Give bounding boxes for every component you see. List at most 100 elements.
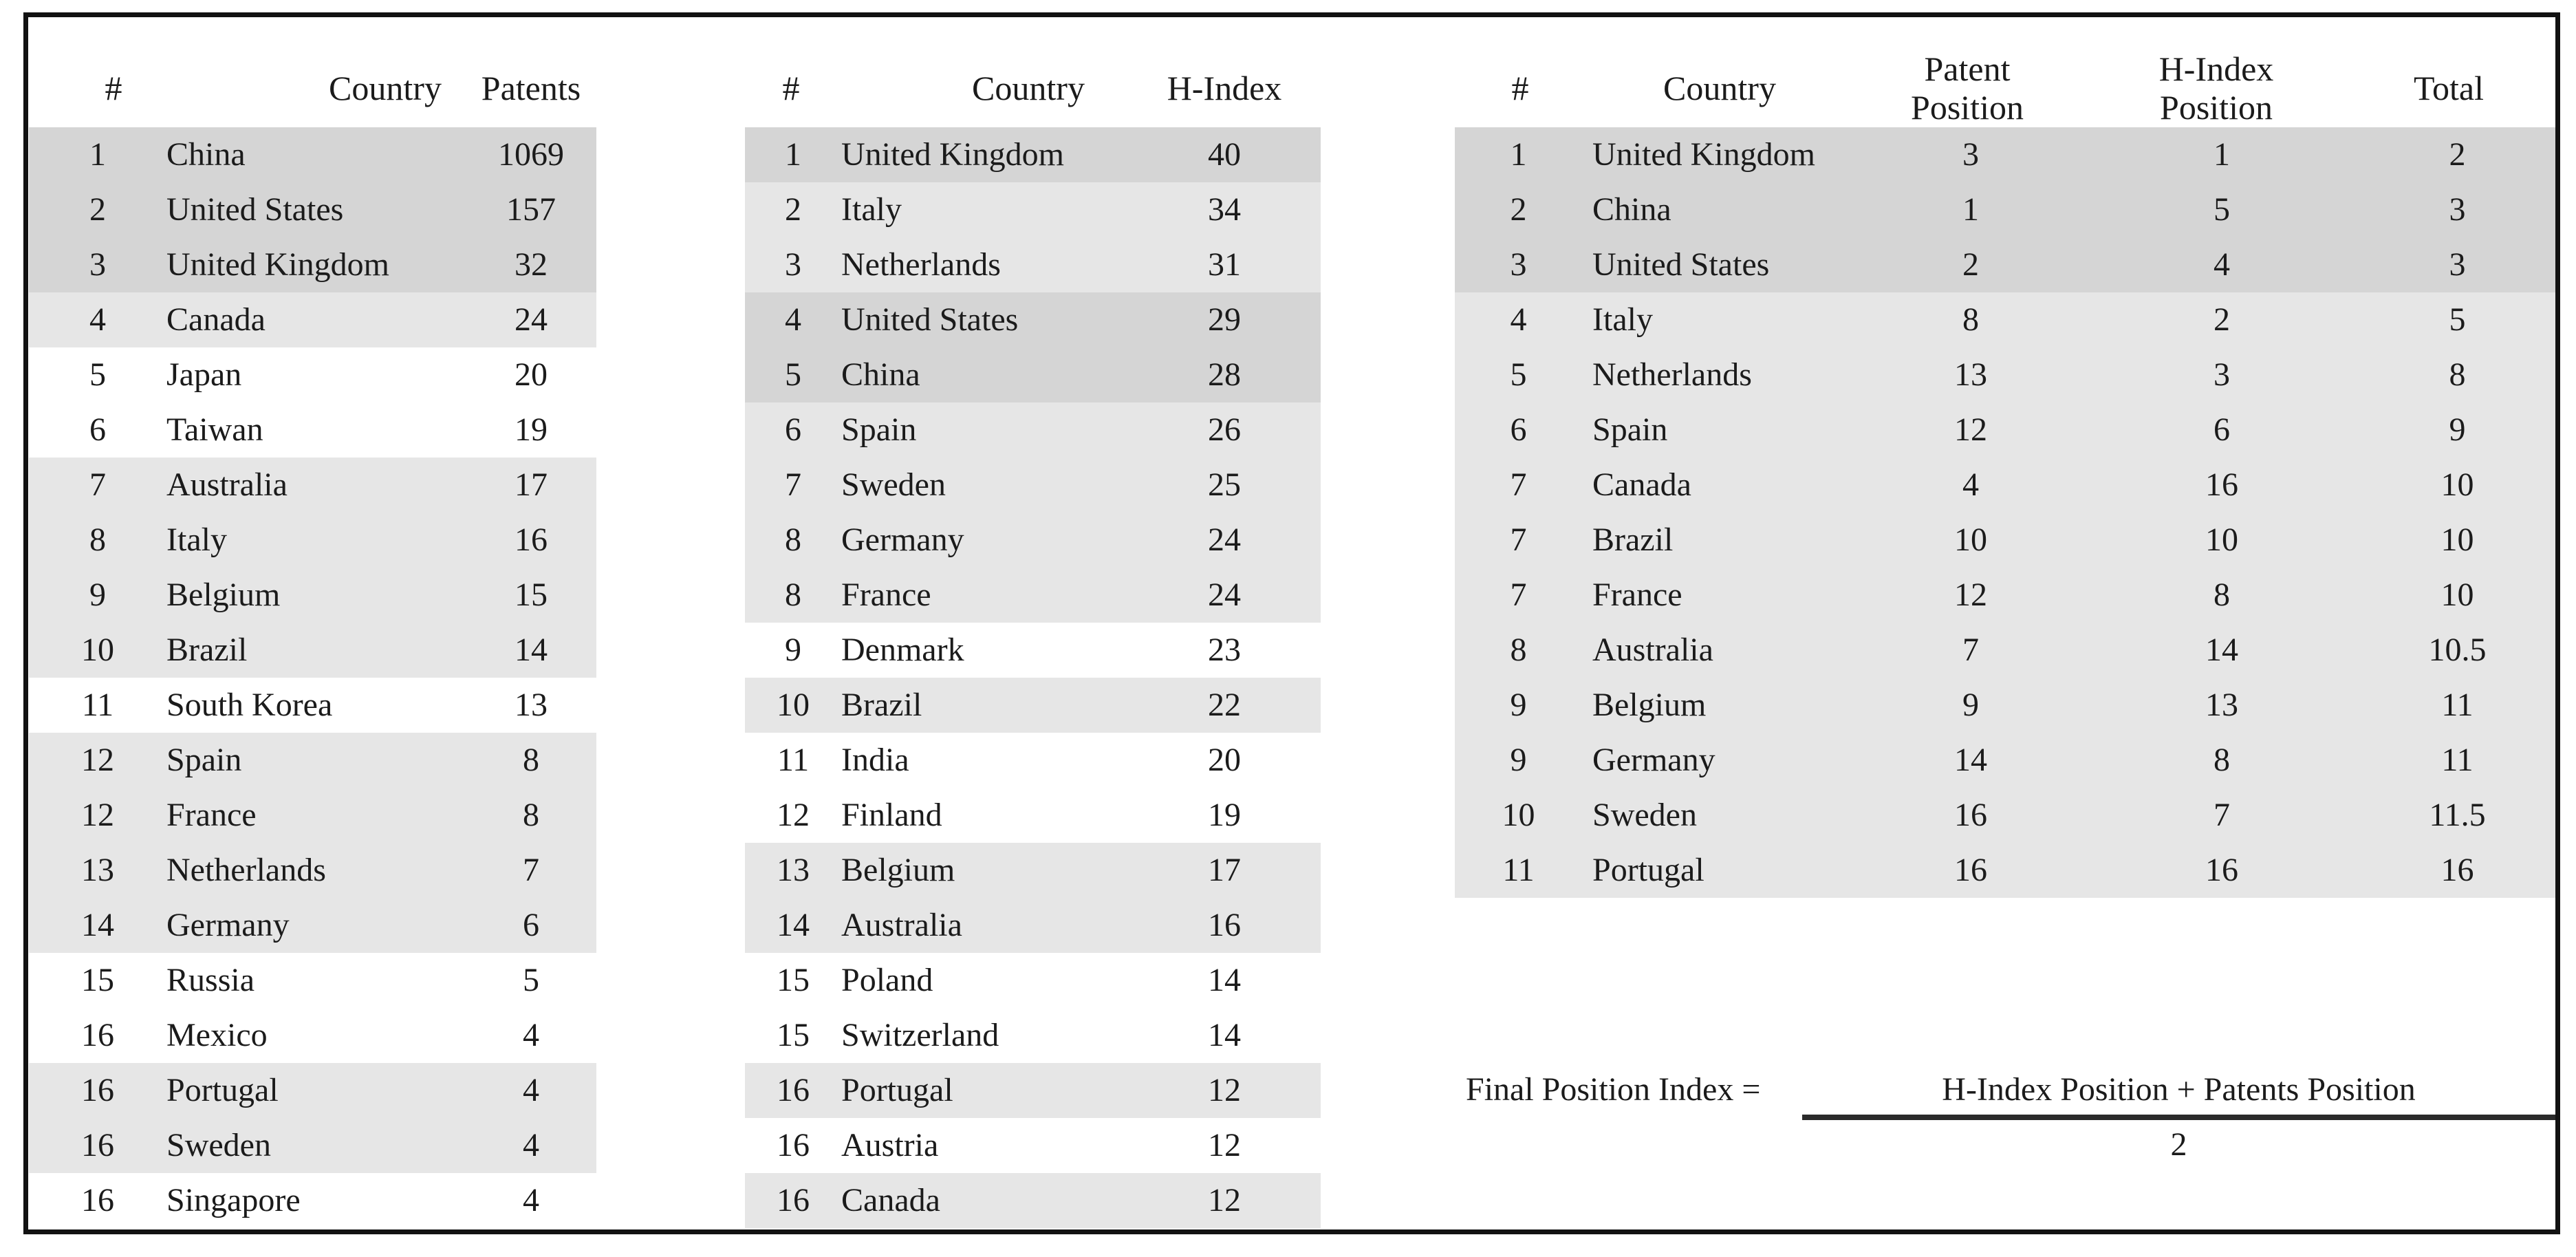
table-row: 8 Italy 16	[29, 513, 596, 568]
rank-cell: 7	[1510, 466, 1527, 503]
rank-cell: 9	[1510, 687, 1527, 723]
rank-cell: 16	[81, 1127, 114, 1163]
table-row: 12 Spain 8	[29, 733, 596, 788]
country-cell: Belgium	[166, 577, 281, 613]
patent-position-cell: 3	[1962, 136, 1979, 173]
hindex-position-cell: 2	[2214, 301, 2230, 338]
formula-fraction: H-Index Position + Patents Position 2	[1802, 1068, 2555, 1167]
hindex-position-cell: 4	[2214, 246, 2230, 283]
total-cell: 10	[2440, 522, 2474, 558]
rank-cell: 16	[777, 1072, 810, 1108]
table-row: 16 Sweden 4	[29, 1118, 596, 1173]
hindex-position-cell: 13	[2205, 687, 2238, 723]
rank-cell: 10	[777, 687, 810, 723]
patent-position-cell: 13	[1954, 356, 1987, 393]
rank-cell: 13	[777, 852, 810, 888]
rank-cell: 4	[785, 301, 801, 338]
patents-cell: 16	[515, 522, 548, 558]
rank-cell: 7	[785, 466, 801, 503]
rank-cell: 15	[777, 962, 810, 998]
country-cell: France	[1592, 577, 1682, 613]
country-cell: Netherlands	[1592, 356, 1752, 393]
column-header-h-index-position: H-Index Position	[2158, 50, 2274, 127]
country-cell: Germany	[1592, 742, 1715, 778]
rank-cell: 15	[81, 962, 114, 998]
table-row: 16 Portugal 4	[29, 1063, 596, 1118]
patents-cell: 4	[523, 1017, 539, 1053]
table-row: 2 Italy 34	[745, 182, 1321, 237]
total-cell: 3	[2449, 246, 2466, 283]
column-header-country: Country	[329, 69, 442, 107]
country-cell: Poland	[841, 962, 933, 998]
table-row: 5 China 28	[745, 347, 1321, 402]
column-header-total: Total	[2413, 69, 2485, 107]
patent-position-cell: 2	[1962, 246, 1979, 283]
formula-denominator: 2	[2170, 1126, 2187, 1163]
country-cell: France	[166, 797, 257, 833]
hindex-cell: 12	[1208, 1182, 1241, 1218]
patents-cell: 13	[515, 687, 548, 723]
rank-cell: 10	[1502, 797, 1535, 833]
total-cell: 10	[2440, 466, 2474, 503]
country-cell: Finland	[841, 797, 942, 833]
hindex-cell: 14	[1208, 962, 1241, 998]
table-row: 1 China 1069	[29, 127, 596, 182]
hindex-cell: 26	[1208, 411, 1241, 448]
table-row: 10 Brazil 22	[745, 678, 1321, 733]
patents-cell: 8	[523, 742, 539, 778]
table-row: 10 Sweden 16 7 11.5	[1455, 788, 2555, 843]
hindex-cell: 34	[1208, 191, 1241, 228]
table-row: 4 United States 29	[745, 292, 1321, 347]
patents-cell: 4	[523, 1072, 539, 1108]
country-cell: Canada	[841, 1182, 940, 1218]
table-row: 13 Belgium 17	[745, 843, 1321, 898]
country-cell: Sweden	[841, 466, 946, 503]
hindex-cell: 28	[1208, 356, 1241, 393]
rank-cell: 5	[1510, 356, 1527, 393]
country-cell: Brazil	[841, 687, 922, 723]
rank-cell: 6	[785, 411, 801, 448]
patents-cell: 8	[523, 797, 539, 833]
hindex-cell: 12	[1208, 1072, 1241, 1108]
country-cell: Denmark	[841, 632, 964, 668]
patents-table-header: # Country Patents	[29, 17, 596, 127]
rank-cell: 16	[81, 1182, 114, 1218]
table-row: 16 Austria 12	[745, 1118, 1321, 1173]
rank-cell: 16	[81, 1017, 114, 1053]
patents-cell: 19	[515, 411, 548, 448]
rank-cell: 4	[1510, 301, 1527, 338]
table-row: 11 India 20	[745, 733, 1321, 788]
rank-cell: 9	[1510, 742, 1527, 778]
patent-position-cell: 4	[1962, 466, 1979, 503]
hindex-cell: 22	[1208, 687, 1241, 723]
patent-position-cell: 14	[1954, 742, 1987, 778]
country-cell: China	[166, 136, 246, 173]
country-cell: Japan	[166, 356, 242, 393]
hindex-cell: 23	[1208, 632, 1241, 668]
hindex-cell: 31	[1208, 246, 1241, 283]
country-cell: India	[841, 742, 909, 778]
patent-position-cell: 16	[1954, 797, 1987, 833]
rank-cell: 14	[81, 907, 114, 943]
country-cell: Italy	[166, 522, 227, 558]
rank-cell: 6	[89, 411, 106, 448]
total-cell: 2	[2449, 136, 2466, 173]
final-position-table-body: 1 United Kingdom 3 1 2 2 China 1 5 3 3 United State…	[1455, 127, 2555, 898]
patent-position-cell: 1	[1962, 191, 1979, 228]
h-index-table-header: # Country H-Index	[745, 17, 1321, 127]
hindex-cell: 20	[1208, 742, 1241, 778]
table-row: 7 France 12 8 10	[1455, 568, 2555, 623]
column-header-patent-position: Patent Position	[1911, 50, 2024, 127]
hindex-position-cell: 14	[2205, 632, 2238, 668]
rank-cell: 1	[785, 136, 801, 173]
rank-cell: 7	[1510, 577, 1527, 613]
table-row: 9 Germany 14 8 11	[1455, 733, 2555, 788]
country-cell: Portugal	[1592, 852, 1704, 888]
rank-cell: 5	[785, 356, 801, 393]
table-row: 13 Netherlands 7	[29, 843, 596, 898]
rank-cell: 10	[81, 632, 114, 668]
country-cell: Taiwan	[166, 411, 263, 448]
total-cell: 11.5	[2429, 797, 2486, 833]
country-cell: United Kingdom	[166, 246, 389, 283]
rank-cell: 2	[785, 191, 801, 228]
